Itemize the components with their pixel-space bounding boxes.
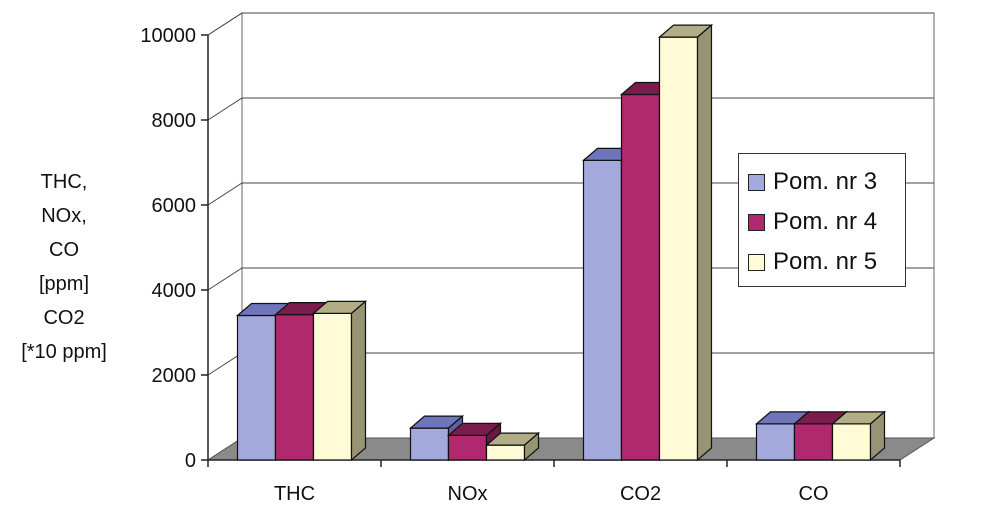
legend-item: Pom. nr 5	[739, 242, 905, 282]
bars	[235, 23, 887, 462]
bar-front	[620, 93, 661, 461]
bar-front	[658, 36, 699, 461]
legend-swatch	[748, 253, 765, 271]
legend-item: Pom. nr 4	[739, 202, 905, 242]
legend-swatch	[748, 213, 765, 231]
bar	[311, 300, 368, 462]
x-tick-label: THC	[274, 483, 315, 505]
y-tick-label: 2000	[152, 365, 197, 387]
y-tick-labels: 0 2000 4000 6000 8000 10000	[140, 25, 196, 472]
gridline	[207, 12, 934, 36]
y-tick-label: 8000	[152, 110, 197, 132]
bar-front	[485, 444, 526, 461]
x-tick-label: CO	[799, 483, 829, 505]
x-tick-label: NOx	[448, 483, 488, 505]
bar-front	[409, 427, 450, 461]
bar-side	[869, 410, 886, 462]
bar	[657, 23, 714, 462]
bar-side	[696, 23, 713, 462]
y-axis-label-line: [ppm]	[38, 273, 90, 295]
bar-front	[755, 423, 796, 461]
y-tick-label: 0	[185, 450, 196, 472]
legend-swatch	[748, 173, 765, 191]
bar-front	[236, 314, 277, 461]
y-axis-label-line: [*10 ppm]	[21, 341, 107, 363]
bar-front	[312, 312, 353, 461]
y-axis-label-line: NOx,	[41, 205, 87, 227]
y-axis-label: THC, NOx, CO [ppm] CO2 [*10 ppm]	[18, 165, 110, 369]
side-wall	[207, 12, 243, 461]
bar-front	[793, 423, 834, 461]
bar-front	[274, 314, 315, 461]
y-tick-label: 10000	[140, 25, 196, 47]
y-axis-label-line: THC,	[40, 171, 88, 193]
y-axis-label-line: CO2	[43, 307, 85, 329]
legend-label: Pom. nr 4	[773, 208, 878, 235]
y-axis-label-line: CO	[49, 239, 79, 261]
bar	[484, 431, 541, 462]
y-tick-label: 4000	[152, 280, 197, 302]
legend-item: Pom. nr 3	[739, 162, 905, 202]
bar-side	[350, 300, 367, 462]
bar-side	[523, 431, 540, 462]
legend-label: Pom. nr 5	[773, 248, 878, 275]
bar-front	[447, 434, 488, 461]
legend-label: Pom. nr 3	[773, 168, 878, 195]
legend: Pom. nr 3 Pom. nr 4 Pom. nr 5	[738, 153, 906, 287]
bar-front	[831, 423, 872, 461]
bar	[830, 410, 887, 462]
x-tick-label: CO2	[620, 483, 661, 505]
bar-front	[582, 159, 623, 461]
x-tick-labels: THC NOx CO2 CO	[274, 483, 829, 505]
y-tick-label: 6000	[152, 195, 197, 217]
